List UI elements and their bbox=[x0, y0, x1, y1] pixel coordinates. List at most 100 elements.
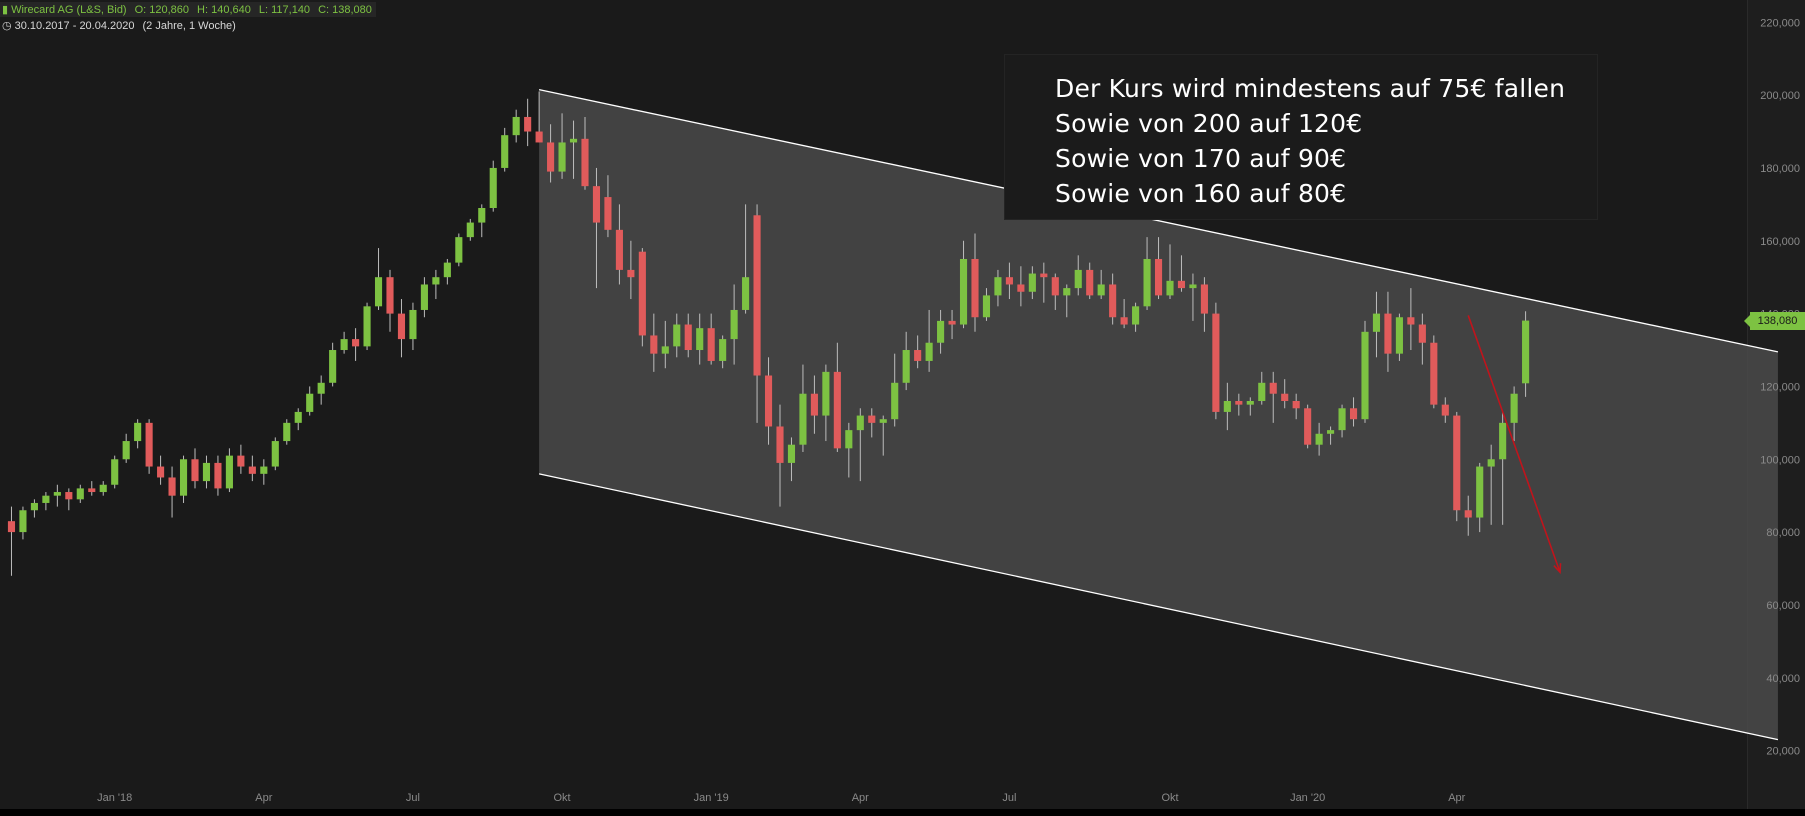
candle-body bbox=[764, 375, 773, 427]
candle bbox=[994, 269, 1002, 307]
candlesticks bbox=[7, 91, 1530, 576]
candle-body bbox=[558, 142, 566, 172]
candle-body bbox=[581, 138, 589, 187]
candle bbox=[1109, 273, 1117, 325]
candle-body bbox=[1384, 313, 1392, 354]
candle-body bbox=[1522, 320, 1530, 384]
candle bbox=[569, 120, 578, 179]
candle bbox=[581, 116, 589, 190]
candle-body bbox=[1132, 306, 1140, 325]
candle-body bbox=[1109, 284, 1117, 318]
candle-body bbox=[753, 215, 761, 376]
low-value: L: 117,140 bbox=[258, 4, 311, 16]
candle bbox=[248, 455, 256, 482]
candle-body bbox=[1166, 280, 1174, 296]
candle-body bbox=[673, 324, 681, 347]
candle-body bbox=[179, 459, 188, 496]
candle bbox=[959, 240, 968, 329]
candle bbox=[1120, 299, 1128, 329]
candle-body bbox=[891, 382, 899, 420]
candle bbox=[420, 277, 428, 318]
x-tick-label: Okt bbox=[553, 792, 570, 804]
candle bbox=[879, 415, 887, 456]
x-tick-label: Apr bbox=[852, 792, 869, 804]
candle-body bbox=[283, 422, 291, 442]
candle bbox=[7, 506, 16, 576]
candle-body bbox=[1304, 408, 1312, 445]
candle-body bbox=[157, 466, 165, 478]
forecast-arrow-head bbox=[1553, 563, 1562, 575]
candle-body bbox=[237, 455, 245, 467]
candle-body bbox=[696, 328, 704, 351]
candle bbox=[1395, 313, 1403, 361]
candle bbox=[157, 455, 165, 485]
clock-icon[interactable]: ◷ bbox=[2, 20, 12, 32]
candle bbox=[1017, 266, 1025, 307]
candle-body bbox=[1235, 401, 1243, 405]
x-tick-label: Jul bbox=[406, 792, 420, 804]
candle bbox=[868, 408, 876, 438]
candle-body bbox=[971, 258, 979, 318]
candle-body bbox=[455, 237, 463, 263]
candle bbox=[1349, 397, 1358, 427]
last-price-badge: 138,080 bbox=[1744, 311, 1805, 330]
candle-body bbox=[7, 521, 16, 533]
candle-body bbox=[719, 339, 727, 361]
candle bbox=[352, 328, 360, 361]
candle-body bbox=[1040, 273, 1048, 278]
candle-body bbox=[168, 477, 176, 496]
candle bbox=[145, 419, 153, 474]
x-tick-label: Apr bbox=[255, 792, 272, 804]
candle-body bbox=[1510, 393, 1518, 423]
candle bbox=[409, 302, 417, 351]
candle bbox=[1005, 262, 1013, 300]
candle-body bbox=[30, 502, 38, 511]
candle-body bbox=[260, 466, 268, 474]
candle bbox=[1028, 266, 1036, 300]
candle bbox=[202, 455, 211, 489]
candle-body bbox=[524, 116, 532, 132]
chart-type-icon[interactable]: ▮ bbox=[2, 4, 9, 16]
x-tick-label: Okt bbox=[1161, 792, 1178, 804]
candle-body bbox=[478, 208, 486, 223]
candle-body bbox=[1464, 510, 1472, 518]
candle-body bbox=[615, 229, 623, 270]
candle bbox=[340, 331, 348, 354]
candle bbox=[845, 422, 853, 478]
candle-body bbox=[1154, 258, 1163, 296]
candle-body bbox=[1487, 459, 1495, 467]
candle bbox=[627, 240, 635, 300]
candle-body bbox=[1212, 313, 1220, 412]
candle bbox=[1315, 422, 1323, 456]
candle bbox=[937, 309, 945, 354]
candle bbox=[306, 386, 314, 416]
candle bbox=[386, 269, 394, 332]
candle-body bbox=[1361, 331, 1369, 420]
candle-body bbox=[271, 441, 279, 467]
candle-body bbox=[317, 382, 325, 394]
annotation-line-4: Sowie von 160 auf 80€ bbox=[1055, 179, 1347, 208]
candle-body bbox=[1476, 466, 1484, 518]
candle bbox=[1097, 269, 1105, 300]
candle-body bbox=[627, 269, 635, 278]
candle bbox=[168, 466, 176, 518]
annotation-line-1: Der Kurs wird mindestens auf 75€ fallen bbox=[1055, 74, 1566, 103]
candle bbox=[1200, 277, 1208, 332]
candle bbox=[684, 313, 692, 358]
y-tick-label: 40,000 bbox=[1766, 673, 1800, 685]
candle bbox=[558, 113, 566, 179]
candle-body bbox=[443, 262, 451, 278]
candle bbox=[707, 313, 715, 365]
candle-body bbox=[937, 320, 945, 343]
candle-body bbox=[1453, 415, 1461, 511]
candle bbox=[1166, 244, 1174, 300]
candle bbox=[294, 408, 302, 431]
candle bbox=[592, 167, 601, 289]
candle bbox=[329, 342, 337, 387]
candle-body bbox=[1086, 269, 1094, 296]
candle-body bbox=[88, 488, 96, 493]
candle-body bbox=[214, 462, 222, 489]
forecast-arrow bbox=[1467, 315, 1562, 575]
candle bbox=[363, 302, 371, 351]
